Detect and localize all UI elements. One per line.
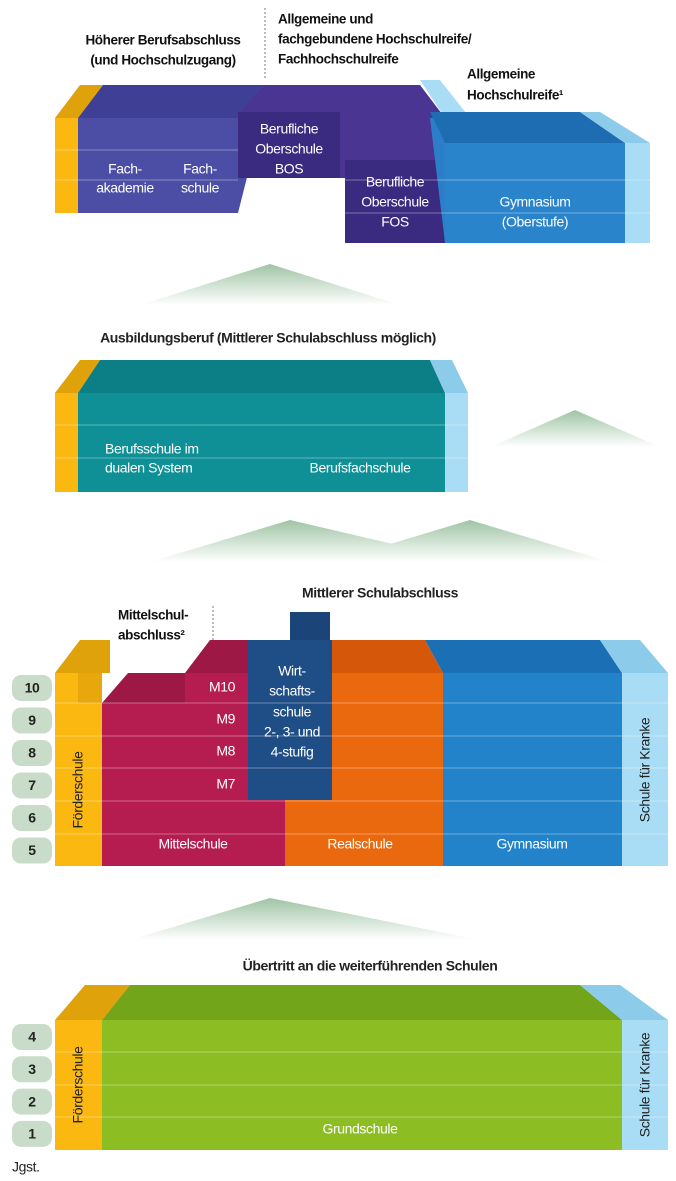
heading: Allgemeine: [467, 67, 536, 82]
grade-column: 4 3 2 1: [12, 1024, 52, 1147]
label: Fach-: [108, 161, 143, 177]
top-face: [78, 360, 445, 393]
grade-label: 9: [28, 712, 36, 728]
label: Berufsschule im: [105, 441, 199, 457]
heading: Mittlerer Schulabschluss: [302, 585, 459, 601]
block: [78, 118, 262, 213]
label: Fach-: [183, 161, 218, 177]
label: M7: [216, 776, 235, 792]
school-system-diagram: Höherer Berufsabschluss (und Hochschulzu…: [0, 0, 676, 1181]
footer-label: Jgst.: [12, 1159, 40, 1175]
label: M9: [216, 711, 235, 727]
label: Gymnasium: [496, 836, 567, 852]
top-face: [55, 640, 110, 673]
grade-label: 8: [28, 745, 36, 761]
transition: [140, 264, 400, 305]
top-face: [102, 985, 622, 1020]
label: Berufliche: [260, 121, 319, 137]
label: Schule für Kranke: [637, 717, 653, 822]
block: [445, 393, 468, 492]
label: akademie: [96, 180, 154, 196]
heading: (und Hochschulzugang): [90, 53, 235, 68]
label: Oberschule: [255, 141, 323, 157]
label: 4-stufig: [271, 744, 314, 760]
heading: Hochschulreife¹: [467, 88, 564, 103]
grade-label: 5: [28, 842, 36, 858]
label: 2-, 3- und: [264, 724, 320, 740]
label: Berufliche: [366, 174, 425, 190]
label: schule: [181, 180, 220, 196]
heading: Übertritt an die weiterführenden Schulen: [243, 958, 498, 974]
heading: fachgebundene Hochschulreife/: [278, 32, 472, 47]
label: Gymnasium: [499, 194, 570, 210]
heading: Höherer Berufsabschluss: [85, 33, 240, 48]
label: Wirt-: [278, 663, 306, 679]
label: Schule für Kranke: [637, 1032, 653, 1137]
label: FOS: [381, 214, 409, 230]
grade-label: 4: [28, 1029, 36, 1045]
label: dualen System: [105, 460, 192, 476]
label: schule: [273, 704, 312, 720]
grade-label: 2: [28, 1093, 36, 1109]
block: [625, 143, 650, 243]
heading: Ausbildungsberuf (Mittlerer Schulabschlu…: [100, 330, 436, 346]
block: [55, 393, 78, 492]
label: M8: [216, 743, 235, 759]
label: schafts-: [269, 683, 316, 699]
heading: Fachhochschulreife: [278, 52, 399, 67]
grade-label: 3: [28, 1061, 36, 1077]
shade: [78, 673, 102, 703]
label: Realschule: [327, 836, 393, 852]
transition: [490, 410, 660, 447]
grade-column: 10 9 8 7 6 5: [12, 675, 52, 864]
label: Berufsfachschule: [310, 460, 412, 476]
label: Mittelschule: [158, 836, 228, 852]
label: BOS: [275, 161, 303, 177]
top-face: [425, 640, 622, 673]
label: Oberschule: [361, 194, 429, 210]
heading: Allgemeine und: [278, 12, 373, 27]
heading: abschluss²: [118, 628, 185, 643]
grade-label: 10: [25, 680, 40, 696]
block: [55, 118, 78, 213]
secondary-block: [55, 612, 668, 866]
grade-label: 6: [28, 810, 36, 826]
heading: Mittelschul-: [118, 608, 188, 623]
label: (Oberstufe): [502, 214, 568, 230]
label: Grundschule: [323, 1121, 399, 1137]
label: Förderschule: [70, 751, 86, 829]
label: Förderschule: [70, 1046, 86, 1124]
label: M10: [209, 679, 236, 695]
grade-label: 1: [28, 1126, 36, 1142]
grade-label: 7: [28, 777, 36, 793]
transition: [130, 898, 480, 940]
